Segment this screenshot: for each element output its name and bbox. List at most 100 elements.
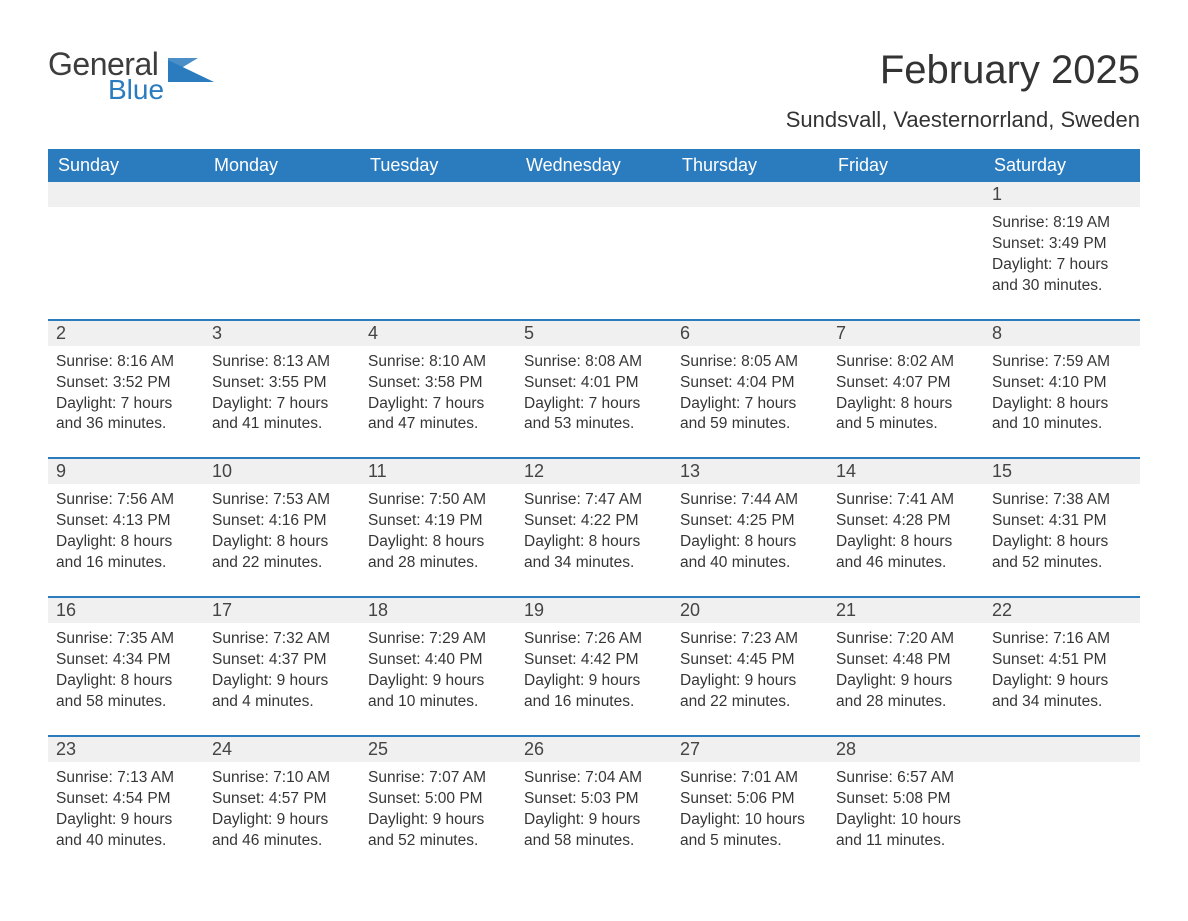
day-cell: Sunrise: 7:13 AMSunset: 4:54 PMDaylight:… (48, 762, 204, 874)
sunset-text: Sunset: 4:01 PM (524, 373, 664, 394)
sunset-text: Sunset: 3:52 PM (56, 373, 196, 394)
sunrise-text: Sunrise: 7:04 AM (524, 768, 664, 789)
daylight-text: Daylight: 8 hours and 46 minutes. (836, 532, 976, 574)
day-cell: Sunrise: 7:53 AMSunset: 4:16 PMDaylight:… (204, 484, 360, 596)
daylight-text: Daylight: 9 hours and 58 minutes. (524, 810, 664, 852)
daylight-text: Daylight: 9 hours and 4 minutes. (212, 671, 352, 713)
day-cell: Sunrise: 7:38 AMSunset: 4:31 PMDaylight:… (984, 484, 1140, 596)
day-cell: Sunrise: 7:32 AMSunset: 4:37 PMDaylight:… (204, 623, 360, 735)
daylight-text: Daylight: 9 hours and 22 minutes. (680, 671, 820, 713)
day-number (360, 182, 516, 207)
day-cell (984, 762, 1140, 874)
logo-word-blue: Blue (108, 76, 164, 104)
daylight-text: Daylight: 8 hours and 58 minutes. (56, 671, 196, 713)
sunrise-text: Sunrise: 6:57 AM (836, 768, 976, 789)
day-number: 10 (204, 459, 360, 484)
day-cell: Sunrise: 7:59 AMSunset: 4:10 PMDaylight:… (984, 346, 1140, 458)
sunset-text: Sunset: 4:37 PM (212, 650, 352, 671)
weekday-sunday: Sunday (48, 149, 204, 182)
sunrise-text: Sunrise: 7:50 AM (368, 490, 508, 511)
sunset-text: Sunset: 5:08 PM (836, 789, 976, 810)
day-cell: Sunrise: 7:56 AMSunset: 4:13 PMDaylight:… (48, 484, 204, 596)
daylight-text: Daylight: 9 hours and 46 minutes. (212, 810, 352, 852)
day-cell: Sunrise: 7:10 AMSunset: 4:57 PMDaylight:… (204, 762, 360, 874)
day-body-row: Sunrise: 7:35 AMSunset: 4:34 PMDaylight:… (48, 623, 1140, 735)
day-cell: Sunrise: 7:41 AMSunset: 4:28 PMDaylight:… (828, 484, 984, 596)
day-number: 23 (48, 737, 204, 762)
sunrise-text: Sunrise: 8:02 AM (836, 352, 976, 373)
sunset-text: Sunset: 4:19 PM (368, 511, 508, 532)
daylight-text: Daylight: 10 hours and 5 minutes. (680, 810, 820, 852)
day-cell: Sunrise: 7:44 AMSunset: 4:25 PMDaylight:… (672, 484, 828, 596)
day-body-row: Sunrise: 8:19 AMSunset: 3:49 PMDaylight:… (48, 207, 1140, 319)
sunset-text: Sunset: 5:03 PM (524, 789, 664, 810)
day-cell: Sunrise: 8:19 AMSunset: 3:49 PMDaylight:… (984, 207, 1140, 319)
day-cell (204, 207, 360, 319)
day-cell: Sunrise: 7:16 AMSunset: 4:51 PMDaylight:… (984, 623, 1140, 735)
day-number: 6 (672, 321, 828, 346)
day-number: 14 (828, 459, 984, 484)
logo-flag-icon (168, 54, 214, 87)
day-number: 16 (48, 598, 204, 623)
sunset-text: Sunset: 4:42 PM (524, 650, 664, 671)
sunset-text: Sunset: 3:55 PM (212, 373, 352, 394)
day-cell: Sunrise: 7:50 AMSunset: 4:19 PMDaylight:… (360, 484, 516, 596)
day-number: 8 (984, 321, 1140, 346)
daynum-row: 232425262728 (48, 737, 1140, 762)
week-row: 16171819202122Sunrise: 7:35 AMSunset: 4:… (48, 596, 1140, 735)
day-number: 15 (984, 459, 1140, 484)
day-cell: Sunrise: 8:08 AMSunset: 4:01 PMDaylight:… (516, 346, 672, 458)
day-number: 9 (48, 459, 204, 484)
sunrise-text: Sunrise: 7:38 AM (992, 490, 1132, 511)
daylight-text: Daylight: 9 hours and 10 minutes. (368, 671, 508, 713)
daylight-text: Daylight: 7 hours and 41 minutes. (212, 394, 352, 436)
day-cell (672, 207, 828, 319)
day-number: 20 (672, 598, 828, 623)
daylight-text: Daylight: 7 hours and 30 minutes. (992, 255, 1132, 297)
day-cell: Sunrise: 6:57 AMSunset: 5:08 PMDaylight:… (828, 762, 984, 874)
sunset-text: Sunset: 4:22 PM (524, 511, 664, 532)
day-number: 28 (828, 737, 984, 762)
sunrise-text: Sunrise: 7:26 AM (524, 629, 664, 650)
day-number: 7 (828, 321, 984, 346)
day-number (516, 182, 672, 207)
daylight-text: Daylight: 8 hours and 40 minutes. (680, 532, 820, 574)
sunset-text: Sunset: 4:10 PM (992, 373, 1132, 394)
day-cell (48, 207, 204, 319)
sunset-text: Sunset: 4:28 PM (836, 511, 976, 532)
day-cell: Sunrise: 7:04 AMSunset: 5:03 PMDaylight:… (516, 762, 672, 874)
day-number: 22 (984, 598, 1140, 623)
day-cell: Sunrise: 7:07 AMSunset: 5:00 PMDaylight:… (360, 762, 516, 874)
daylight-text: Daylight: 8 hours and 34 minutes. (524, 532, 664, 574)
sunset-text: Sunset: 4:40 PM (368, 650, 508, 671)
weekday-header-row: SundayMondayTuesdayWednesdayThursdayFrid… (48, 149, 1140, 182)
day-cell: Sunrise: 7:23 AMSunset: 4:45 PMDaylight:… (672, 623, 828, 735)
day-number: 12 (516, 459, 672, 484)
sunrise-text: Sunrise: 8:05 AM (680, 352, 820, 373)
weekday-wednesday: Wednesday (516, 149, 672, 182)
sunset-text: Sunset: 4:25 PM (680, 511, 820, 532)
day-number: 2 (48, 321, 204, 346)
day-number: 26 (516, 737, 672, 762)
week-row: 1Sunrise: 8:19 AMSunset: 3:49 PMDaylight… (48, 182, 1140, 319)
day-number (828, 182, 984, 207)
daylight-text: Daylight: 7 hours and 59 minutes. (680, 394, 820, 436)
day-number: 11 (360, 459, 516, 484)
sunrise-text: Sunrise: 7:13 AM (56, 768, 196, 789)
daylight-text: Daylight: 7 hours and 53 minutes. (524, 394, 664, 436)
title-block: February 2025 Sundsvall, Vaesternorrland… (786, 48, 1140, 133)
sunset-text: Sunset: 4:04 PM (680, 373, 820, 394)
month-year-title: February 2025 (786, 48, 1140, 93)
sunrise-text: Sunrise: 7:53 AM (212, 490, 352, 511)
sunrise-text: Sunrise: 7:47 AM (524, 490, 664, 511)
weekday-thursday: Thursday (672, 149, 828, 182)
sunset-text: Sunset: 5:06 PM (680, 789, 820, 810)
sunrise-text: Sunrise: 7:20 AM (836, 629, 976, 650)
sunrise-text: Sunrise: 7:59 AM (992, 352, 1132, 373)
day-cell: Sunrise: 8:02 AMSunset: 4:07 PMDaylight:… (828, 346, 984, 458)
day-number: 13 (672, 459, 828, 484)
day-number: 3 (204, 321, 360, 346)
day-cell: Sunrise: 8:16 AMSunset: 3:52 PMDaylight:… (48, 346, 204, 458)
weekday-friday: Friday (828, 149, 984, 182)
sunset-text: Sunset: 4:13 PM (56, 511, 196, 532)
